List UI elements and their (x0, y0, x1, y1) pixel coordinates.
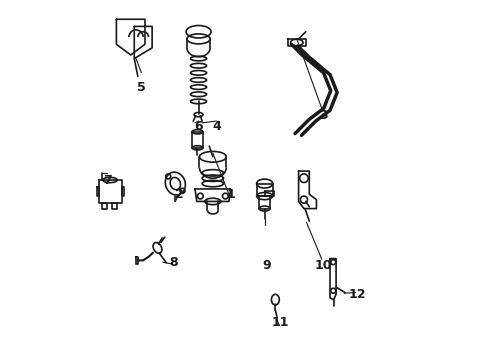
Text: 5: 5 (137, 81, 146, 94)
Text: 3: 3 (319, 109, 328, 122)
Text: 4: 4 (212, 120, 221, 133)
Text: 8: 8 (169, 256, 178, 269)
Text: 6: 6 (194, 120, 203, 133)
Text: 2: 2 (174, 188, 183, 201)
Text: 7: 7 (103, 174, 112, 186)
Text: 12: 12 (349, 288, 366, 301)
Text: 1: 1 (226, 188, 235, 201)
Text: 9: 9 (262, 259, 271, 272)
Text: 10: 10 (315, 259, 332, 272)
Text: 11: 11 (272, 316, 290, 329)
